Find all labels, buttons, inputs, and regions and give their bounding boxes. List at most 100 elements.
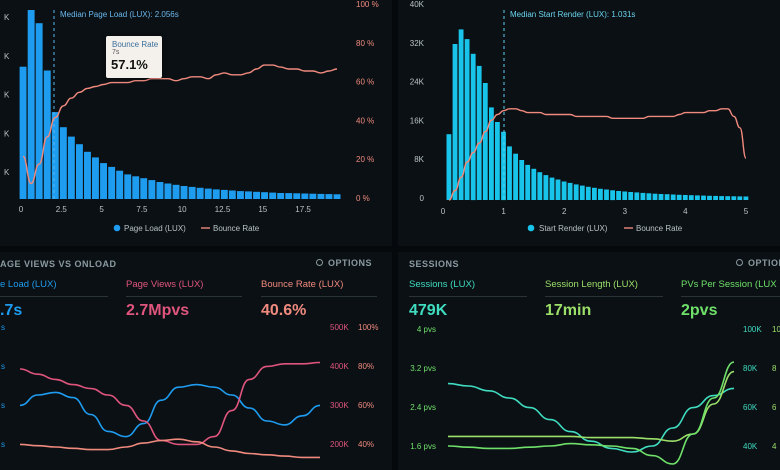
start-render-chart: Median Start Render (LUX): 1.031s 40K 32K… xyxy=(410,0,749,233)
start-render-bar xyxy=(616,191,621,200)
start-render-bar xyxy=(513,153,518,200)
start-render-panel: Median Start Render (LUX): 1.031s 40K 32K… xyxy=(398,0,780,246)
metric-label: PVs Per Session (LUX xyxy=(681,279,777,290)
sessions-panel: SESSIONS OPTIONS Sessions (LUX) 479K Ses… xyxy=(398,252,780,470)
x-ticks: 0 1 2 3 4 5 xyxy=(441,207,749,216)
tooltip-value: 57.1% xyxy=(111,57,148,72)
y-left-tick: 3.2 pvs xyxy=(410,364,436,373)
page-load-bar xyxy=(124,174,132,199)
y-left-tick: K xyxy=(4,168,10,177)
page-load-bar xyxy=(59,127,67,199)
options-icon xyxy=(316,259,323,266)
page-load-bar xyxy=(108,166,116,199)
start-render-bar xyxy=(579,185,585,200)
start-render-bars xyxy=(446,29,749,201)
options-button[interactable]: OPTIONS xyxy=(736,258,780,268)
page-load-bar xyxy=(35,23,43,200)
start-render-bar xyxy=(701,195,706,200)
y-left-tick: s xyxy=(1,323,5,332)
y-right-tick: 100 % xyxy=(356,0,379,9)
page-load-bar xyxy=(51,112,59,199)
series-line xyxy=(447,382,735,453)
start-render-bar xyxy=(507,146,512,200)
x-tick: 15 xyxy=(258,205,267,214)
pageviews-onload-chart: s s s s 500K 400K 300K 200K 100% 80% 60% 40% xyxy=(1,323,378,459)
page-load-bar xyxy=(180,186,188,199)
options-label: OPTIONS xyxy=(748,258,780,268)
y-right-ticks: 100 % 80 % 60 % 40 % 20 % 0 % xyxy=(356,0,379,203)
y-far-right-tick: 4 xyxy=(772,442,777,451)
start-render-bar xyxy=(446,134,452,200)
start-render-bar xyxy=(501,131,506,201)
start-render-bar xyxy=(658,194,664,200)
start-render-bar xyxy=(592,187,597,200)
page-load-bar xyxy=(196,187,204,199)
y-right-tick: 40% xyxy=(358,440,374,449)
series-line xyxy=(447,370,735,443)
y-left-tick: s xyxy=(1,362,5,371)
y-right-tick: 80% xyxy=(358,362,374,371)
y-left-tick: s xyxy=(1,440,5,449)
start-render-bar xyxy=(719,196,724,200)
start-render-bar xyxy=(585,186,591,200)
start-render-bar xyxy=(476,65,482,201)
y-left-tick: 0 xyxy=(420,194,425,203)
y-left-tick: 8K xyxy=(414,155,424,164)
page-load-bar xyxy=(204,188,212,199)
y-right-tick: 0 % xyxy=(356,194,370,203)
metric-value: 17min xyxy=(545,302,592,319)
page-load-bar xyxy=(132,176,140,199)
tooltip-title: Bounce Rate xyxy=(112,40,159,49)
start-render-bar xyxy=(470,53,476,201)
x-ticks: 0 2.5 5 7.5 10 12.5 15 17.5 xyxy=(19,205,312,214)
x-tick: 1 xyxy=(501,207,506,216)
x-tick: 2 xyxy=(562,207,567,216)
page-load-bar xyxy=(237,191,244,199)
metric-page-views: Page Views (LUX) 2.7Mpvs xyxy=(126,279,242,320)
page-load-bar xyxy=(212,189,220,199)
y-left-ticks: 40K 32K 24K 16K 8K 0 xyxy=(410,0,425,203)
x-tick: 4 xyxy=(683,207,688,216)
panel-header: AGE VIEWS VS ONLOAD xyxy=(0,259,117,269)
page-load-bar xyxy=(333,194,341,199)
page-load-bar xyxy=(317,193,325,199)
panel-header: SESSIONS xyxy=(409,259,460,269)
y-mid-tick: 400K xyxy=(330,362,349,371)
start-render-bar xyxy=(682,195,688,200)
y-right-tick: 60 % xyxy=(356,78,374,87)
legend-start-render: Start Render (LUX) xyxy=(539,224,608,233)
y-right-tick: 20 % xyxy=(356,155,374,164)
y-far-right-tick: 10 xyxy=(772,325,780,334)
x-tick: 5 xyxy=(744,207,749,216)
page-load-chart: Median Page Load (LUX): 2.056s 100 %80 %… xyxy=(4,0,379,233)
median-label: Median Page Load (LUX): 2.056s xyxy=(60,10,179,19)
start-render-bar xyxy=(495,122,500,200)
y-left-tick: 16K xyxy=(410,116,425,125)
start-render-bar xyxy=(707,195,712,200)
page-load-bar xyxy=(76,144,83,199)
start-render-bar xyxy=(464,39,470,200)
pageviews-onload-panel: AGE VIEWS VS ONLOAD OPTIONS e Load (LUX)… xyxy=(0,252,392,470)
x-tick: 2.5 xyxy=(56,205,68,214)
metric-label: Bounce Rate (LUX) xyxy=(261,279,344,290)
start-render-bar xyxy=(519,160,525,200)
x-tick: 7.5 xyxy=(136,205,148,214)
start-render-bar xyxy=(670,194,676,200)
x-tick: 0 xyxy=(441,207,446,216)
options-button[interactable]: OPTIONS xyxy=(316,258,372,268)
sessions-ticks: 4 pvs 3.2 pvs 2.4 pvs 1.6 pvs 100K 80K 60K 40K 1… xyxy=(410,325,780,451)
page-load-bar xyxy=(43,70,51,199)
legend-bounce-rate: Bounce Rate xyxy=(213,224,260,233)
start-render-bar xyxy=(646,193,652,200)
page-load-bar xyxy=(116,170,124,199)
page-load-bar xyxy=(92,157,99,199)
metric-value: .7s xyxy=(0,302,23,319)
start-render-bar xyxy=(634,192,640,200)
metric-value: 40.6% xyxy=(261,302,307,319)
page-load-bar xyxy=(19,66,27,199)
page-load-bar xyxy=(253,191,260,199)
series-line xyxy=(447,361,735,465)
page-load-bars xyxy=(19,10,341,200)
divider xyxy=(261,296,377,297)
y-left-tick: 24K xyxy=(410,78,425,87)
